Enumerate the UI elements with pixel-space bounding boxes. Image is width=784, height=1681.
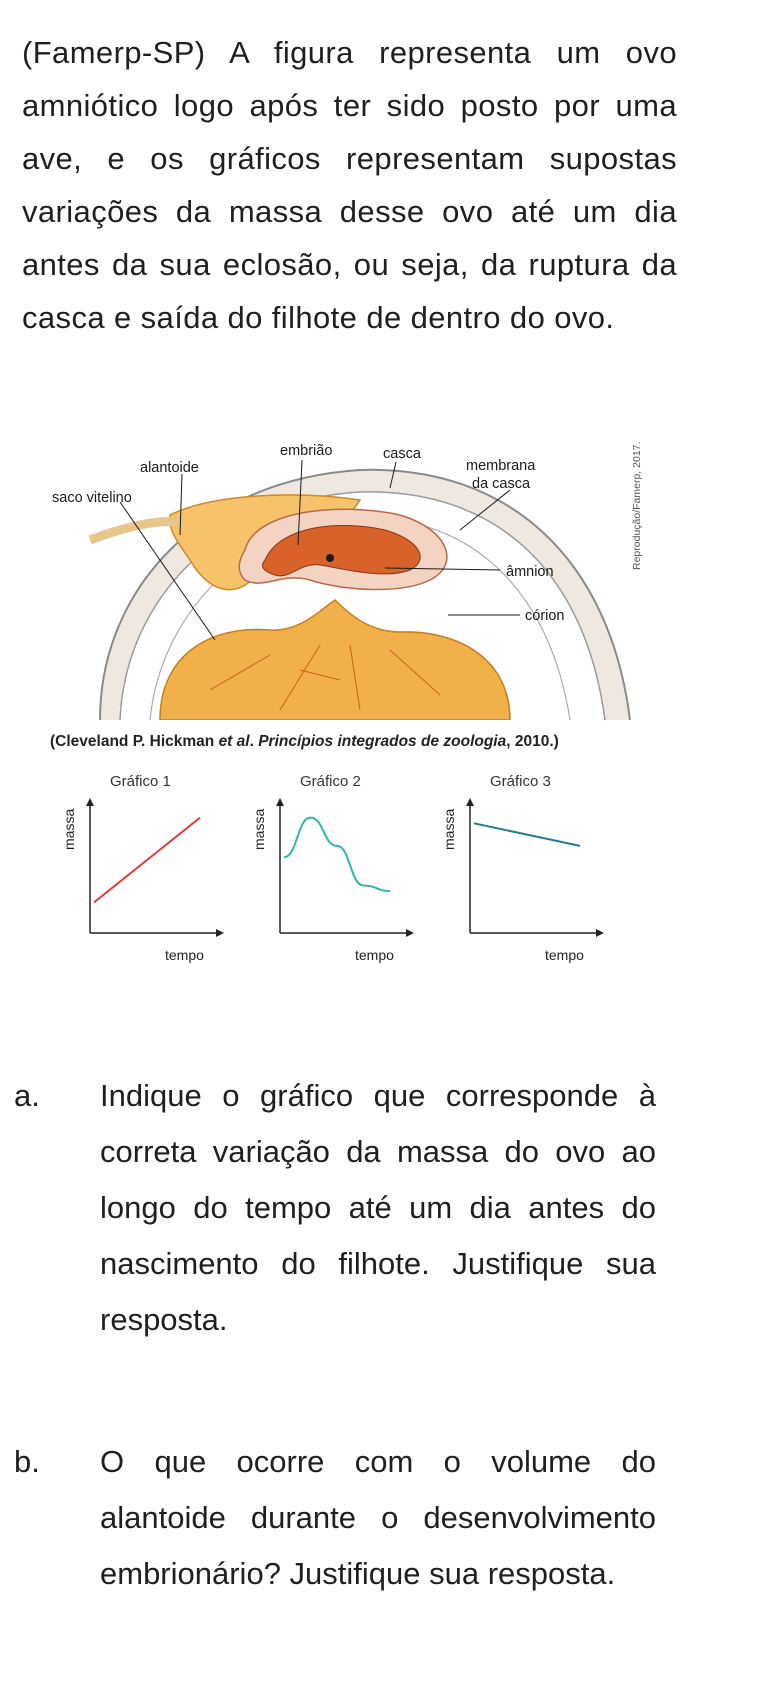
graph-2-series-line xyxy=(283,816,391,893)
graphs-panel: Gráfico 1 massa tempo Gráfico 2 massa tempo Gr… xyxy=(60,770,660,985)
yolk-vessels xyxy=(209,644,441,711)
citation-mid: . xyxy=(249,733,259,750)
figure-citation: (Cleveland P. Hickman et al. Princípios … xyxy=(50,733,670,751)
label-amnion: âmnion xyxy=(506,564,554,580)
graph-3-x-arrow xyxy=(596,929,604,937)
graph-2-title: Gráfico 2 xyxy=(300,773,361,790)
leader-membrana xyxy=(459,489,511,531)
graph-1-x-arrow xyxy=(216,929,224,937)
graph-3-ylabel: massa xyxy=(441,809,457,850)
graph-1-xlabel: tempo xyxy=(165,947,204,963)
citation-etal: et al xyxy=(218,733,250,750)
label-corion: córion xyxy=(525,608,565,624)
intro-paragraph: (Famerp-SP) A figura representa um ovo a… xyxy=(22,35,677,335)
allantois-stalk xyxy=(88,517,181,545)
egg-diagram-svg: embrião casca alantoide saco vitelino me… xyxy=(52,442,643,720)
leader-casca xyxy=(389,461,397,489)
label-membrana-1: membrana xyxy=(466,458,536,474)
citation-title: Princípios integrados de zoologia xyxy=(258,733,507,750)
graph-1-title: Gráfico 1 xyxy=(110,773,171,790)
graphs-svg: Gráfico 1 massa tempo Gráfico 2 massa tempo Gr… xyxy=(61,773,604,963)
graph-2-xlabel: tempo xyxy=(355,947,394,963)
leader-saco xyxy=(119,501,216,641)
graph-1-series-line xyxy=(93,816,201,904)
label-membrana-2: da casca xyxy=(472,476,531,492)
embryo xyxy=(262,524,421,577)
leader-alantoide xyxy=(179,473,183,536)
label-alantoide: alantoide xyxy=(140,460,199,476)
citation-suffix: , 2010.) xyxy=(506,733,559,750)
label-casca: casca xyxy=(383,446,422,462)
graph-3-series-line xyxy=(473,822,581,847)
yolk-sac xyxy=(159,599,511,720)
graph-1-y-arrow xyxy=(86,798,94,806)
image-credit: Reprodução/Famerp, 2017. xyxy=(631,442,643,570)
graph-3-title: Gráfico 3 xyxy=(490,773,551,790)
graph-3-xlabel: tempo xyxy=(545,947,584,963)
graph-2-y-arrow xyxy=(276,798,284,806)
leader-embriao xyxy=(297,459,303,546)
question-a-letter: a. xyxy=(14,1078,40,1113)
embryo-eye xyxy=(326,554,334,562)
label-embriao: embrião xyxy=(280,443,332,459)
graph-1-ylabel: massa xyxy=(61,809,77,850)
graph-2-ylabel: massa xyxy=(251,809,267,850)
question-a-text: Indique o gráfico que corresponde à corr… xyxy=(100,1078,656,1337)
question-b-text: O que ocorre com o volume do alantoide d… xyxy=(100,1444,656,1591)
label-saco-vitelino: saco vitelino xyxy=(52,490,132,506)
question-b-letter: b. xyxy=(14,1444,40,1479)
citation-prefix: (Cleveland P. Hickman xyxy=(50,733,219,750)
graph-3-y-arrow xyxy=(466,798,474,806)
leader-amnion xyxy=(384,567,501,571)
egg-diagram: embrião casca alantoide saco vitelino me… xyxy=(40,440,680,720)
graph-2-x-arrow xyxy=(406,929,414,937)
